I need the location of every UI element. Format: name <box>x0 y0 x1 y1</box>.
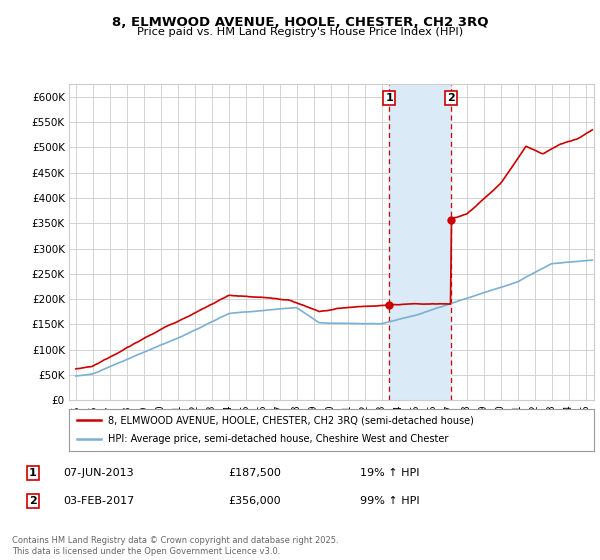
Bar <box>389 84 451 400</box>
Text: 1: 1 <box>385 93 393 103</box>
Text: 2: 2 <box>447 93 455 103</box>
Text: 19% ↑ HPI: 19% ↑ HPI <box>360 468 419 478</box>
Text: 07-JUN-2013: 07-JUN-2013 <box>63 468 134 478</box>
Text: HPI: Average price, semi-detached house, Cheshire West and Chester: HPI: Average price, semi-detached house,… <box>109 435 449 445</box>
Text: Contains HM Land Registry data © Crown copyright and database right 2025.
This d: Contains HM Land Registry data © Crown c… <box>12 536 338 556</box>
Text: Price paid vs. HM Land Registry's House Price Index (HPI): Price paid vs. HM Land Registry's House … <box>137 27 463 37</box>
Text: 03-FEB-2017: 03-FEB-2017 <box>63 496 134 506</box>
Text: £356,000: £356,000 <box>228 496 281 506</box>
Text: £187,500: £187,500 <box>228 468 281 478</box>
Text: 8, ELMWOOD AVENUE, HOOLE, CHESTER, CH2 3RQ: 8, ELMWOOD AVENUE, HOOLE, CHESTER, CH2 3… <box>112 16 488 29</box>
Text: 8, ELMWOOD AVENUE, HOOLE, CHESTER, CH2 3RQ (semi-detached house): 8, ELMWOOD AVENUE, HOOLE, CHESTER, CH2 3… <box>109 415 474 425</box>
Text: 2: 2 <box>29 496 37 506</box>
Text: 1: 1 <box>29 468 37 478</box>
Text: 99% ↑ HPI: 99% ↑ HPI <box>360 496 419 506</box>
